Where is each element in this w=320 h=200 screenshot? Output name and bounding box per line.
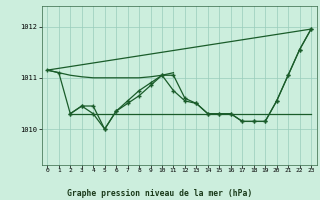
Text: Graphe pression niveau de la mer (hPa): Graphe pression niveau de la mer (hPa) [68, 189, 252, 198]
